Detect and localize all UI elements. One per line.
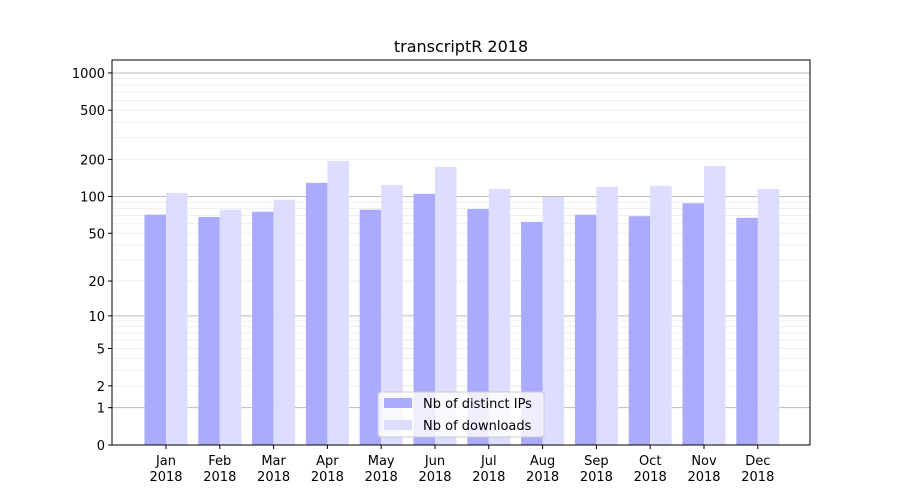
x-tick-label-line: 2018 <box>365 470 398 485</box>
x-tick-label: Oct 2018 <box>634 454 667 485</box>
x-tick-label: Jun 2018 <box>418 454 451 485</box>
x-tick-label-line: Feb <box>208 454 231 469</box>
y-tick-label: 1 <box>97 402 105 417</box>
y-tick-label: 100 <box>80 190 105 205</box>
x-tick-label-line: 2018 <box>580 470 613 485</box>
x-tick-label: Feb 2018 <box>203 454 236 485</box>
bar-ips <box>359 209 382 445</box>
bar-downloads <box>704 165 726 445</box>
legend-swatch-ips <box>384 398 412 408</box>
legend-label-ips: Nb of distinct IPs <box>423 397 532 412</box>
bar-ips <box>628 216 651 445</box>
y-axis: 0 1 2 5 10 20 50 100 200 500 1000 <box>72 67 112 454</box>
x-tick-label: Sep 2018 <box>580 454 613 485</box>
x-tick-label-line: 2018 <box>149 470 182 485</box>
x-tick-label-line: Aug <box>530 454 555 469</box>
x-tick-label-line: 2018 <box>741 470 774 485</box>
bar-ips <box>413 193 435 445</box>
bar-downloads <box>327 161 349 445</box>
bar-downloads <box>381 184 403 445</box>
bar-downloads <box>542 197 565 445</box>
y-tick-label: 50 <box>88 227 105 242</box>
bar-downloads <box>219 209 242 445</box>
y-tick-label: 200 <box>80 153 105 168</box>
x-tick-label-line: Jun <box>424 454 445 469</box>
x-tick-label-line: Jan <box>155 454 176 469</box>
x-tick-label-line: Mar <box>261 454 286 469</box>
x-tick-label: Jan 2018 <box>149 454 182 485</box>
x-tick-label-line: Sep <box>584 454 609 469</box>
bar-downloads <box>166 192 188 445</box>
x-tick-label-line: 2018 <box>203 470 236 485</box>
x-tick-label-line: 2018 <box>526 470 559 485</box>
y-tick-label: 500 <box>80 104 105 119</box>
bar-downloads <box>273 199 296 445</box>
x-tick-label-line: 2018 <box>257 470 290 485</box>
x-tick-label-line: Jul <box>480 454 497 469</box>
bar-downloads <box>488 189 511 445</box>
bar-ips <box>521 221 543 445</box>
x-tick-label-line: 2018 <box>472 470 505 485</box>
bar-downloads <box>650 185 672 446</box>
bars <box>144 161 780 446</box>
x-tick-label-line: 2018 <box>634 470 667 485</box>
legend: Nb of distinct IPs Nb of downloads <box>377 391 545 438</box>
bar-ips <box>252 211 274 445</box>
y-tick-label: 5 <box>97 343 105 358</box>
x-tick-label: Mar 2018 <box>257 454 290 485</box>
x-tick-label: Apr 2018 <box>311 454 344 485</box>
x-tick-label: May 2018 <box>365 454 398 485</box>
bar-ips <box>736 217 758 445</box>
bar-ips <box>682 203 704 445</box>
bar-downloads <box>435 166 457 445</box>
bar-ips <box>467 209 489 445</box>
y-tick-label: 2 <box>97 380 105 395</box>
x-tick-label-line: 2018 <box>311 470 344 485</box>
x-tick-label-line: May <box>368 454 395 469</box>
plot-frame <box>111 59 811 446</box>
x-tick-label: Nov 2018 <box>687 454 720 485</box>
y-tick-label: 10 <box>88 310 105 325</box>
x-tick-label-line: Dec <box>745 454 770 469</box>
y-tick-label: 0 <box>97 439 105 454</box>
legend-swatch-downloads <box>384 420 412 430</box>
bar-downloads <box>596 186 618 445</box>
chart-title: transcriptR 2018 <box>394 37 528 56</box>
y-tick-label: 1000 <box>72 67 105 82</box>
bar-downloads <box>757 189 780 445</box>
legend-label-downloads: Nb of downloads <box>423 419 532 434</box>
x-tick-label: Dec 2018 <box>741 454 774 485</box>
x-tick-label-line: 2018 <box>418 470 451 485</box>
bar-ips <box>144 214 166 445</box>
x-tick-label-line: Apr <box>316 454 339 469</box>
x-tick-label-line: Oct <box>639 454 661 469</box>
x-tick-label-line: Nov <box>691 454 717 469</box>
bar-ips <box>305 182 328 445</box>
y-tick-label: 20 <box>88 275 105 290</box>
bar-ips <box>574 214 597 445</box>
legend-box <box>377 391 545 438</box>
x-tick-label: Jul 2018 <box>472 454 505 485</box>
bar-ips <box>198 216 220 445</box>
x-tick-label-line: 2018 <box>687 470 720 485</box>
x-tick-label: Aug 2018 <box>526 454 559 485</box>
